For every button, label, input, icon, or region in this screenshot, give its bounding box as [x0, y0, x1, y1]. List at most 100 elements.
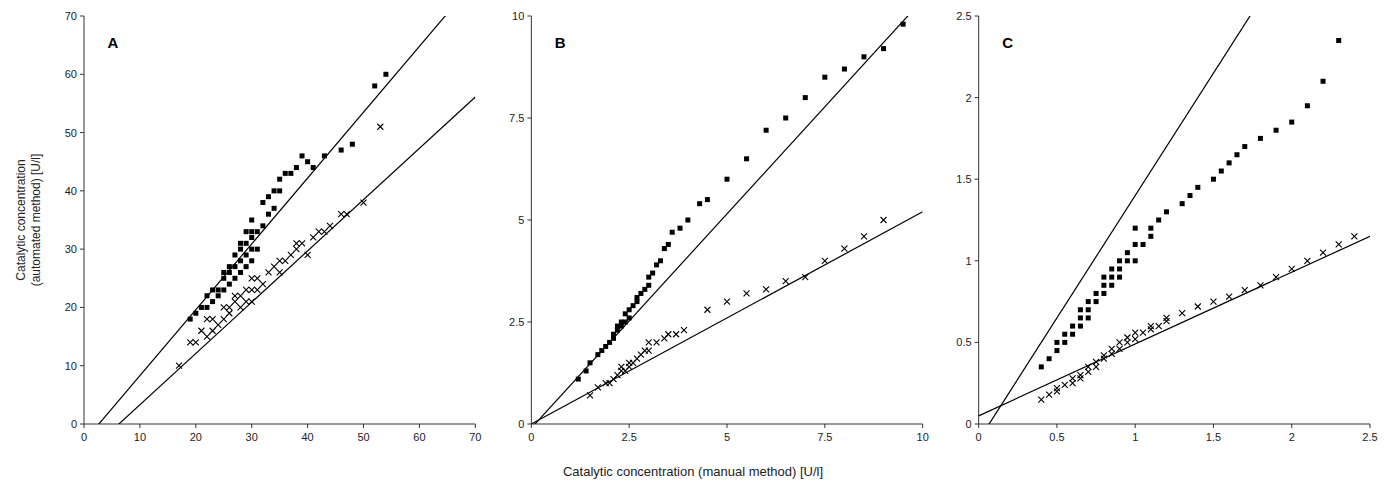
square-point	[294, 165, 299, 170]
square-point	[1117, 275, 1122, 280]
square-point	[1109, 275, 1114, 280]
y-tick	[975, 179, 979, 180]
y-tick	[975, 97, 979, 98]
x-tick	[307, 424, 308, 428]
square-point	[1305, 103, 1310, 108]
panel: 02.557.51002.557.510BCatalytic concentra…	[509, 0, 929, 479]
square-point	[260, 223, 265, 228]
square-point	[1117, 258, 1122, 263]
y-tick-label: 0	[518, 418, 524, 430]
cross-point	[299, 240, 305, 246]
square-point	[1141, 242, 1146, 247]
square-point	[1054, 348, 1059, 353]
regression-line	[979, 236, 1370, 416]
cross-point	[187, 339, 193, 345]
cross-point	[221, 304, 227, 310]
cross-point	[338, 211, 344, 217]
x-tick-label: 40	[301, 431, 313, 443]
background	[0, 0, 1386, 488]
square-point	[210, 299, 215, 304]
square-point	[372, 83, 377, 88]
square-point	[1062, 332, 1067, 337]
cross-point	[254, 287, 260, 293]
square-point	[1086, 307, 1091, 312]
square-point	[1125, 258, 1130, 263]
square-point	[842, 67, 847, 72]
cross-point	[1038, 397, 1044, 403]
square-point	[1078, 307, 1083, 312]
square-point	[1258, 136, 1263, 141]
cross-point	[1148, 323, 1154, 329]
square-point	[300, 153, 305, 158]
cross-point	[327, 223, 333, 229]
y-tick-label: 1.5	[956, 173, 971, 185]
x-tick	[251, 424, 252, 428]
x-tick	[363, 424, 364, 428]
x-tick	[629, 424, 630, 428]
regression-line	[84, 16, 475, 424]
x-tick-label: 2	[1289, 431, 1295, 443]
square-point	[584, 368, 589, 373]
square-point	[1336, 38, 1341, 43]
y-tick-label: 2.5	[509, 316, 524, 328]
x-tick-label: 70	[469, 431, 481, 443]
cross-point	[1117, 346, 1123, 352]
y-tick	[80, 190, 84, 191]
square-point	[238, 270, 243, 275]
y-tick-label: 10	[65, 360, 77, 372]
square-point	[238, 258, 243, 263]
cross-point	[1109, 346, 1115, 352]
cross-point	[822, 258, 828, 264]
square-point	[210, 287, 215, 292]
cross-point	[646, 339, 652, 345]
square-point	[1117, 266, 1122, 271]
square-point	[283, 171, 288, 176]
cross-point	[277, 258, 283, 264]
plot-area	[84, 16, 475, 424]
cross-point	[1164, 318, 1170, 324]
cross-point	[243, 287, 249, 293]
y-tick-label: 0.5	[956, 336, 971, 348]
square-point	[305, 159, 310, 164]
x-axis-line	[84, 424, 475, 425]
x-tick	[824, 424, 825, 428]
y-tick-label: 1	[966, 255, 972, 267]
cross-point	[1070, 375, 1076, 381]
square-point	[193, 311, 198, 316]
square-point	[1187, 193, 1192, 198]
square-point	[260, 200, 265, 205]
cross-point	[881, 217, 887, 223]
square-point	[678, 226, 683, 231]
square-point	[666, 242, 671, 247]
cross-point	[226, 304, 232, 310]
x-tick-label: 5	[724, 431, 730, 443]
square-point	[881, 46, 886, 51]
cross-point	[193, 339, 199, 345]
square-point	[650, 271, 655, 276]
square-point	[744, 156, 749, 161]
square-point	[238, 247, 243, 252]
square-point	[1274, 128, 1279, 133]
y-tick-label: 0	[71, 418, 77, 430]
cross-point	[724, 299, 730, 305]
square-point	[1094, 291, 1099, 296]
square-point	[764, 128, 769, 133]
cross-point	[238, 293, 244, 299]
cross-point	[198, 328, 204, 334]
square-point	[244, 229, 249, 234]
x-tick	[475, 424, 476, 428]
square-point	[232, 252, 237, 257]
regression-line	[979, 16, 1370, 424]
cross-point	[1085, 364, 1091, 370]
cross-point	[249, 299, 255, 305]
y-tick	[80, 249, 84, 250]
x-tick-label: 50	[357, 431, 369, 443]
x-tick-label: 7.5	[817, 431, 832, 443]
cross-point	[361, 200, 367, 206]
cross-point	[646, 348, 652, 354]
y-tick-label: 70	[65, 10, 77, 22]
x-tick-label: 60	[413, 431, 425, 443]
square-point	[1070, 324, 1075, 329]
x-tick-label: 0	[81, 431, 87, 443]
square-point	[266, 194, 271, 199]
